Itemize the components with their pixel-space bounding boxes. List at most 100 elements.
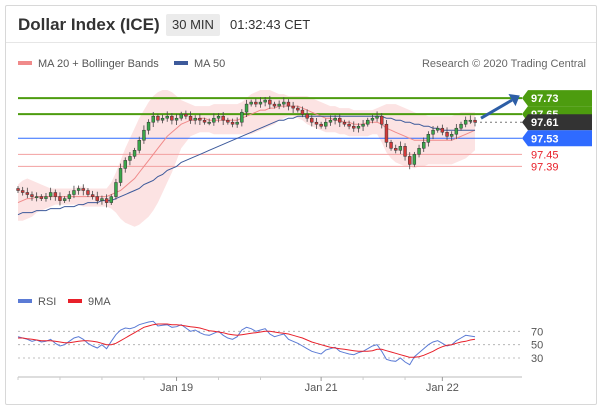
- candle-body-85: [412, 154, 417, 165]
- candle-body-75: [366, 119, 370, 125]
- level-label-4: 97.45: [531, 149, 559, 161]
- legend-swatch-9ma: [68, 299, 82, 303]
- candle-body-79: [384, 123, 389, 143]
- candle-body-63: [310, 117, 314, 123]
- copyright-text: Research © 2020 Trading Central: [422, 58, 586, 70]
- candle-body-87: [422, 142, 426, 149]
- candle-body-66: [324, 121, 328, 127]
- candle-body-64: [314, 121, 319, 125]
- candle-body-42: [212, 117, 216, 123]
- candle-body-38: [193, 117, 197, 121]
- level-tag-2: [522, 114, 592, 131]
- candle-body-43: [216, 115, 221, 119]
- candle-body-89: [431, 129, 435, 135]
- candle-body-98: [473, 119, 477, 123]
- candle-body-4: [34, 196, 39, 199]
- chart-header: Dollar Index (ICE) 30 MIN 01:32:43 CET: [6, 6, 596, 43]
- legend-label-rsi: RSI: [38, 296, 56, 308]
- candle-body-92: [445, 132, 449, 137]
- rsi-line: [17, 320, 476, 366]
- candle-body-76: [370, 117, 375, 121]
- candle-body-20: [109, 196, 113, 203]
- candle-body-51: [254, 101, 258, 105]
- legend-swatch-rsi: [18, 299, 32, 303]
- legend-swatch-ma20: [18, 61, 32, 65]
- candle-body-55: [272, 103, 277, 107]
- candle-body-14: [81, 188, 85, 191]
- candle-body-62: [305, 113, 309, 119]
- x-tick-label-0: Jan 19: [160, 382, 193, 394]
- candle-body-19: [104, 198, 109, 203]
- candle-body-68: [333, 117, 337, 121]
- timeframe-button[interactable]: 30 MIN: [166, 14, 220, 36]
- candle-body-1: [20, 190, 25, 193]
- candle-body-13: [76, 188, 81, 191]
- candle-body-91: [440, 127, 445, 133]
- candle-body-16: [90, 194, 95, 197]
- candle-body-35: [179, 113, 183, 119]
- candle-body-74: [361, 123, 365, 127]
- candle-body-11: [67, 194, 72, 199]
- candle-body-97: [468, 119, 473, 122]
- candle-body-25: [132, 150, 137, 157]
- candle-body-5: [39, 196, 44, 199]
- main-legend: MA 20 + Bollinger Bands MA 50 Research ©…: [18, 58, 586, 70]
- level-label-5: 97.39: [531, 161, 559, 173]
- legend-label-ma20: MA 20 + Bollinger Bands: [38, 58, 159, 70]
- candle-body-58: [286, 101, 291, 107]
- candle-body-65: [319, 123, 323, 127]
- candle-body-18: [100, 198, 104, 201]
- candle-body-81: [394, 148, 398, 151]
- level-label-0: 97.73: [531, 93, 559, 105]
- rsi-tick-0: 70: [531, 326, 543, 338]
- candle-body-57: [282, 101, 286, 105]
- candle-body-53: [263, 99, 267, 103]
- candle-body-71: [347, 123, 351, 127]
- candle-body-49: [244, 103, 249, 113]
- candle-body-0: [16, 188, 20, 191]
- legend-label-ma50: MA 50: [194, 58, 225, 70]
- candle-body-21: [114, 182, 118, 197]
- candle-body-93: [449, 134, 454, 137]
- candle-body-56: [277, 103, 281, 107]
- candle-body-37: [188, 115, 193, 121]
- candle-body-67: [328, 119, 333, 123]
- candle-body-80: [389, 142, 393, 149]
- candle-body-90: [435, 127, 440, 131]
- candle-body-29: [151, 115, 155, 123]
- candle-body-88: [426, 134, 431, 143]
- rsi-9ma-line: [18, 323, 476, 358]
- candle-body-26: [137, 140, 141, 151]
- candle-body-15: [86, 190, 90, 195]
- clock-time: 01:32:43 CET: [230, 17, 311, 32]
- legend-swatch-ma50: [174, 61, 188, 65]
- candle-body-59: [291, 105, 295, 109]
- candle-body-27: [142, 129, 146, 141]
- candle-body-77: [375, 115, 379, 119]
- candle-body-3: [30, 194, 34, 197]
- candle-body-36: [184, 113, 188, 117]
- candle-body-86: [417, 148, 421, 155]
- candle-body-24: [128, 156, 132, 161]
- candle-body-45: [226, 119, 230, 123]
- candle-body-44: [221, 115, 225, 121]
- candle-body-61: [300, 109, 305, 115]
- candle-body-32: [165, 115, 169, 119]
- candle-body-7: [48, 192, 53, 197]
- candle-body-9: [58, 196, 62, 201]
- candle-body-39: [198, 117, 202, 121]
- candle-body-83: [403, 146, 407, 157]
- candle-body-48: [240, 111, 244, 123]
- candle-body-17: [95, 196, 99, 201]
- x-tick-label-1: Jan 21: [305, 382, 338, 394]
- candle-body-82: [398, 146, 403, 151]
- candle-body-40: [202, 119, 207, 123]
- instrument-title: Dollar Index (ICE): [18, 15, 160, 34]
- candle-body-73: [356, 125, 361, 129]
- candle-body-23: [123, 160, 127, 169]
- candle-body-31: [160, 117, 165, 121]
- candle-body-78: [380, 115, 384, 125]
- candle-body-33: [170, 115, 174, 121]
